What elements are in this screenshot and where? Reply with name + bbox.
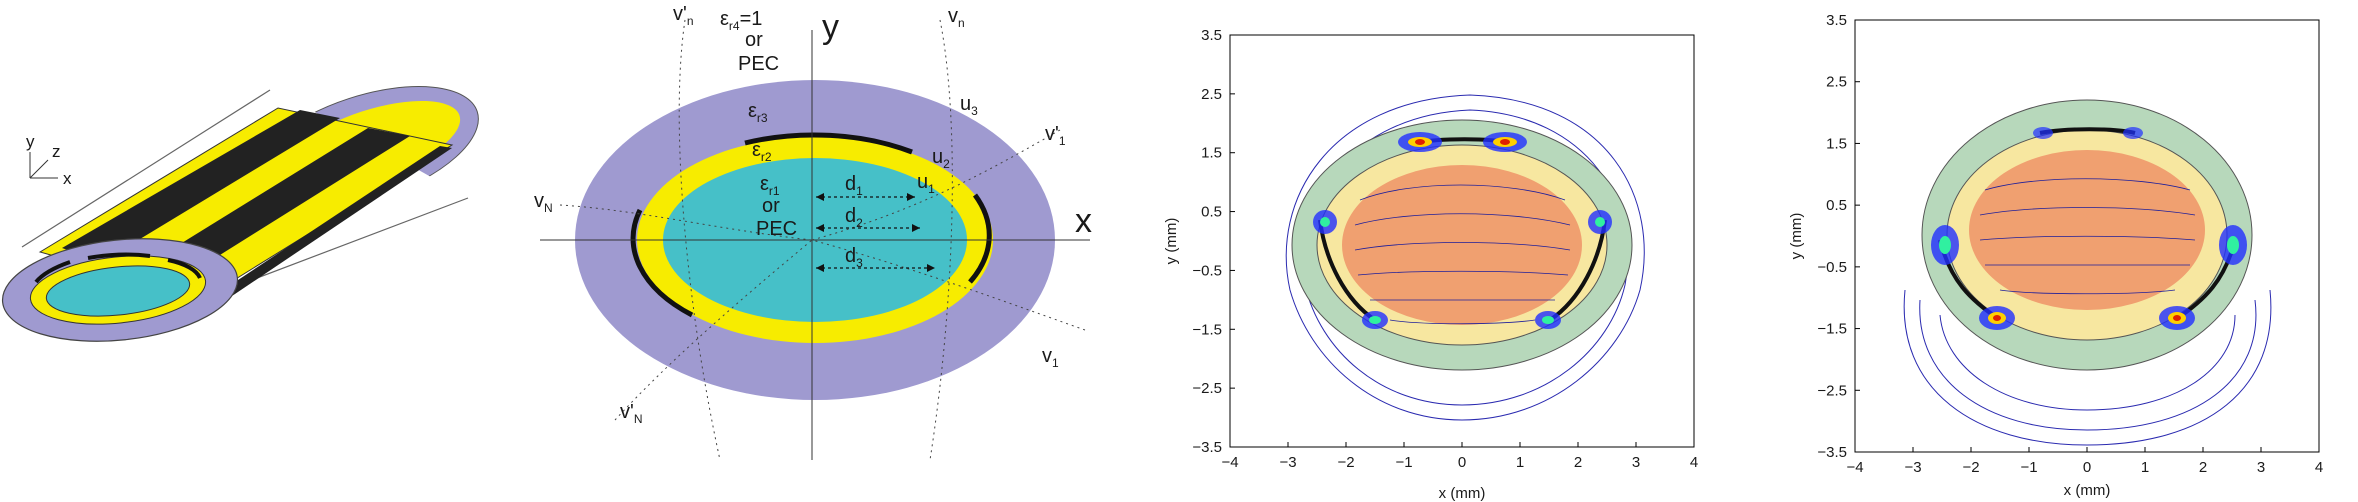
x-tick-label: 3 [2257, 459, 2265, 476]
top-or-label: or [745, 29, 763, 51]
y-tick-label: 1.5 [1201, 145, 1222, 162]
u3-label: u3 [960, 93, 978, 118]
x-tick-label: 4 [1690, 454, 1698, 471]
field-plot-2: −4 −3 −2 −1 0 1 2 3 4 3.5 2.5 1.5 0.5 −0.5 −1.5 −2.5 −3.… [1788, 12, 2323, 499]
axis-y-label: y [26, 132, 35, 151]
x-tick-label: −3 [1279, 454, 1296, 471]
x-tick-label: −1 [2020, 459, 2037, 476]
cylinder-3d-diagram: y z x [1, 86, 479, 342]
eps-r3-label: εr3 [748, 100, 768, 125]
y-tick-label: 0.5 [1826, 197, 1847, 214]
metal-strip-left [630, 208, 694, 318]
front-inner-core [45, 265, 191, 317]
x-tick-label: −1 [1395, 454, 1412, 471]
x-tick-label: 0 [1458, 454, 1466, 471]
y-tick-label: 0.5 [1201, 204, 1222, 221]
v1-prime-label: v'1 [1045, 123, 1066, 148]
front-strip-arc-1 [34, 260, 71, 284]
x-tick-label: 4 [2315, 459, 2323, 476]
vn-prime-label: v'n [673, 3, 694, 28]
inner-contours [1979, 178, 2196, 295]
y-tick-label: 2.5 [1826, 74, 1847, 91]
axis-z-label: z [52, 142, 61, 161]
x-tick-label: −3 [1904, 459, 1921, 476]
front-strip-arc-3 [167, 258, 202, 279]
x-tick-label: 0 [2083, 459, 2091, 476]
axis-y-label: y [822, 8, 839, 46]
field-plot-1: −4 −3 −2 −1 0 1 2 3 4 3.5 2.5 1.5 0.5 −0.5 −1.5 −2.5 −3.… [1163, 27, 1698, 502]
x-tick-label: 2 [1574, 454, 1582, 471]
d-arrowheads [816, 193, 935, 272]
y-tick-label: −1.5 [1192, 321, 1222, 338]
front-strip-arc-2 [87, 252, 151, 260]
x-axis-label: x (mm) [1439, 485, 1486, 502]
body-edge-top [21, 89, 271, 248]
x-tick-label: −2 [1337, 454, 1354, 471]
y-tick-label: −2.5 [1817, 382, 1847, 399]
v1-label: v1 [1042, 345, 1059, 370]
x-tick-label: −4 [1846, 459, 1863, 476]
x-tick-label: −2 [1962, 459, 1979, 476]
inner-contours [1354, 184, 1571, 325]
cross-section-diagram: x y εr4=1 or PEC εr3 εr2 εr1 or PEC d1 d… [534, 3, 1092, 461]
u2-label: u2 [932, 146, 950, 171]
d2-label: d2 [845, 205, 863, 230]
x-tick-label: −4 [1221, 454, 1238, 471]
field-hotspots [1931, 127, 2247, 330]
d1-label: d1 [845, 173, 863, 198]
y-tick-label: −3.5 [1817, 444, 1847, 461]
y-tick-label: −0.5 [1192, 262, 1222, 279]
eps-r2-label: εr2 [752, 139, 772, 164]
y-tick-label: 1.5 [1826, 135, 1847, 152]
vN-prime-label: v'N [620, 401, 643, 426]
metal-strip-right [968, 193, 992, 284]
axis-x-label: x [1075, 202, 1092, 240]
x-tick-label: 3 [1632, 454, 1640, 471]
x-tick-label: 1 [1516, 454, 1524, 471]
d-arrows [816, 196, 935, 269]
x-tick-label: 1 [2141, 459, 2149, 476]
top-pec-label: PEC [738, 53, 779, 75]
y-tick-label: −1.5 [1817, 321, 1847, 338]
mid-pec-label: PEC [756, 218, 797, 240]
field-hotspots [1313, 132, 1612, 329]
coordinate-curves [559, 19, 1086, 461]
d3-label: d3 [845, 245, 863, 270]
y-axis-label: y (mm) [1163, 218, 1180, 265]
metal-strip-top [744, 132, 913, 155]
eps-r1-label: εr1 [760, 173, 780, 198]
axis-x-label: x [63, 169, 72, 188]
y-tick-label: −3.5 [1192, 439, 1222, 456]
u1-label: u1 [917, 171, 935, 196]
y-tick-label: 3.5 [1826, 12, 1847, 29]
vn-label: vn [948, 5, 965, 30]
metal-strip-3 [220, 146, 452, 296]
y-tick-label: 3.5 [1201, 27, 1222, 44]
axes-triad [29, 152, 58, 179]
y-axis-label: y (mm) [1788, 213, 1805, 260]
metal-strip-1 [62, 110, 340, 262]
inner-dielectric [1969, 150, 2205, 310]
x-tick-label: 2 [2199, 459, 2207, 476]
inner-dielectric [1342, 165, 1582, 325]
mid-or-label: or [762, 195, 780, 217]
x-axis-label: x (mm) [2064, 482, 2111, 499]
eps-r4-label: εr4=1 [720, 8, 762, 33]
field-contours [1903, 289, 2272, 446]
y-tick-label: 2.5 [1201, 86, 1222, 103]
vN-label: vN [534, 190, 553, 215]
y-tick-label: −2.5 [1192, 380, 1222, 397]
y-tick-label: −0.5 [1817, 259, 1847, 276]
